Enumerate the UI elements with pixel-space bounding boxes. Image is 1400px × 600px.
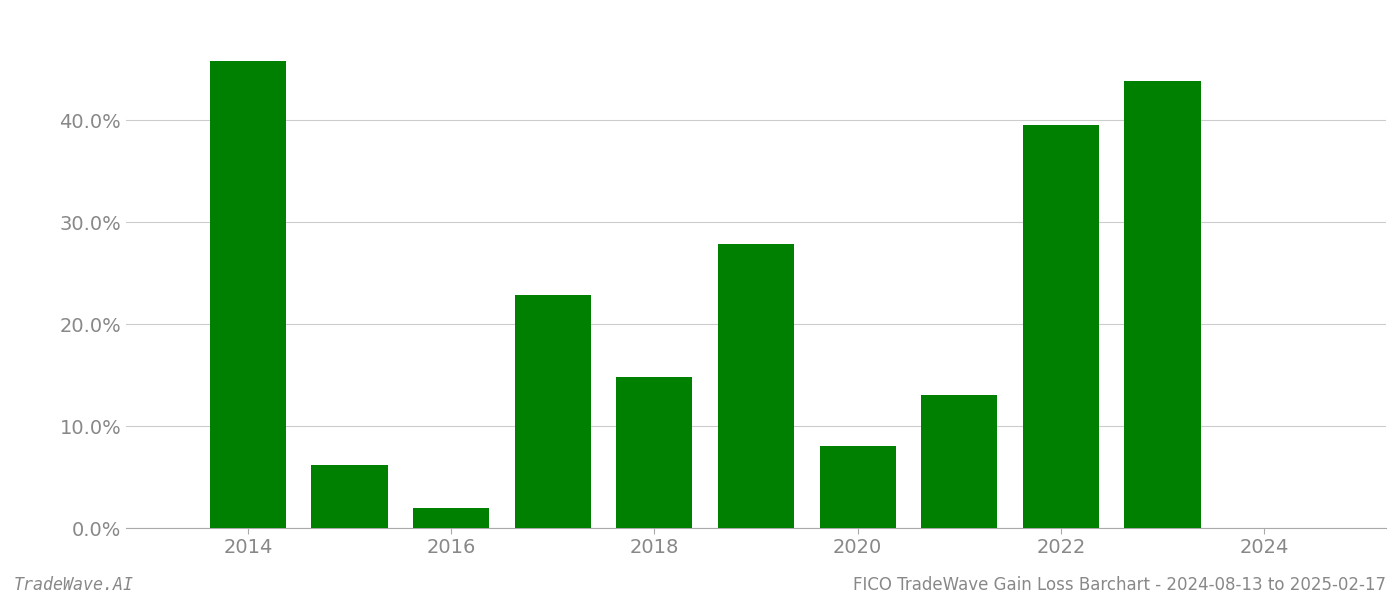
Bar — [515, 295, 591, 528]
Bar — [921, 395, 997, 528]
Bar — [718, 244, 794, 528]
Bar — [1124, 81, 1201, 528]
Bar — [616, 377, 693, 528]
Bar — [1023, 125, 1099, 528]
Text: FICO TradeWave Gain Loss Barchart - 2024-08-13 to 2025-02-17: FICO TradeWave Gain Loss Barchart - 2024… — [853, 576, 1386, 594]
Bar — [819, 446, 896, 528]
Bar — [413, 508, 489, 528]
Bar — [210, 61, 286, 528]
Text: TradeWave.AI: TradeWave.AI — [14, 576, 134, 594]
Bar — [311, 465, 388, 528]
